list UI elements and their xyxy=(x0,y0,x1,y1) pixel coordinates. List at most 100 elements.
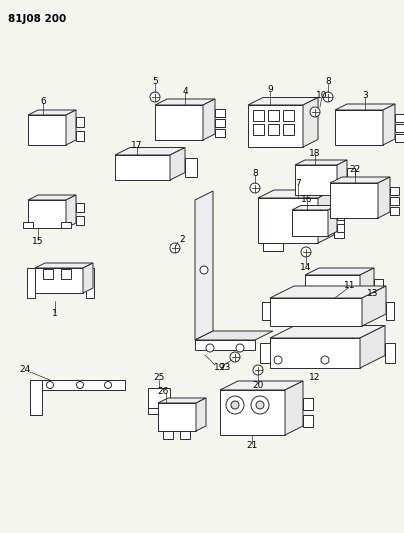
Text: 23: 23 xyxy=(219,364,231,373)
Bar xyxy=(180,431,190,439)
Text: 15: 15 xyxy=(32,238,44,246)
Bar xyxy=(30,380,125,390)
Bar xyxy=(23,222,33,228)
Bar xyxy=(283,124,294,135)
Polygon shape xyxy=(248,98,318,105)
Text: 19: 19 xyxy=(214,362,226,372)
Polygon shape xyxy=(337,160,347,195)
Bar xyxy=(220,390,285,435)
Polygon shape xyxy=(35,263,93,268)
Bar xyxy=(260,343,270,363)
Bar xyxy=(28,200,66,228)
Bar xyxy=(295,165,337,195)
Text: 81J08 200: 81J08 200 xyxy=(8,14,66,24)
Polygon shape xyxy=(318,190,334,243)
Bar xyxy=(347,181,355,190)
Bar xyxy=(76,216,84,225)
Circle shape xyxy=(250,183,260,193)
Bar xyxy=(61,269,71,279)
Polygon shape xyxy=(270,326,385,338)
Circle shape xyxy=(230,352,240,362)
Polygon shape xyxy=(66,195,76,228)
Bar xyxy=(395,124,404,132)
Polygon shape xyxy=(155,99,215,105)
Bar xyxy=(115,155,170,180)
Bar xyxy=(76,117,84,127)
Bar xyxy=(390,207,399,215)
Text: 3: 3 xyxy=(362,92,368,101)
Bar xyxy=(76,131,84,141)
Circle shape xyxy=(226,396,244,414)
Text: 6: 6 xyxy=(40,96,46,106)
Bar xyxy=(195,340,255,350)
Polygon shape xyxy=(360,268,374,310)
Text: 1: 1 xyxy=(52,310,58,319)
Circle shape xyxy=(310,107,320,117)
Bar xyxy=(374,279,383,287)
Circle shape xyxy=(231,401,239,409)
Text: 21: 21 xyxy=(246,441,258,450)
Bar xyxy=(303,398,313,410)
Bar xyxy=(35,268,83,293)
Text: 8: 8 xyxy=(252,168,258,177)
Text: 7: 7 xyxy=(295,180,301,189)
Text: 22: 22 xyxy=(349,165,361,174)
Polygon shape xyxy=(115,148,185,155)
Text: 17: 17 xyxy=(131,141,143,149)
Polygon shape xyxy=(305,268,374,275)
Bar xyxy=(148,408,170,414)
Text: 11: 11 xyxy=(344,281,356,290)
Circle shape xyxy=(76,382,84,389)
Polygon shape xyxy=(378,177,390,218)
Polygon shape xyxy=(170,148,185,180)
Polygon shape xyxy=(330,177,390,183)
Text: 5: 5 xyxy=(152,77,158,86)
Bar xyxy=(337,212,344,220)
Bar xyxy=(374,289,383,297)
Text: 12: 12 xyxy=(309,374,321,383)
Polygon shape xyxy=(28,110,76,115)
Text: 9: 9 xyxy=(267,85,273,94)
Bar xyxy=(253,110,264,121)
Text: 25: 25 xyxy=(153,374,165,383)
Bar xyxy=(155,105,203,140)
Bar xyxy=(270,338,360,368)
Polygon shape xyxy=(203,99,215,140)
Circle shape xyxy=(236,344,244,352)
Polygon shape xyxy=(383,104,395,145)
Bar xyxy=(215,109,225,117)
Circle shape xyxy=(46,382,53,389)
Bar xyxy=(148,388,170,408)
Circle shape xyxy=(200,266,208,274)
Circle shape xyxy=(251,396,269,414)
Bar xyxy=(268,110,279,121)
Polygon shape xyxy=(328,206,337,236)
Bar xyxy=(305,275,360,310)
Bar xyxy=(43,269,53,279)
Bar xyxy=(158,403,196,431)
Bar xyxy=(270,298,362,326)
Polygon shape xyxy=(362,286,386,326)
Bar xyxy=(86,268,94,298)
Polygon shape xyxy=(270,286,386,298)
Bar xyxy=(386,302,394,320)
Bar xyxy=(337,224,344,232)
Polygon shape xyxy=(335,104,395,110)
Bar xyxy=(292,210,328,236)
Polygon shape xyxy=(196,398,206,431)
Bar xyxy=(27,268,35,298)
Text: 14: 14 xyxy=(300,262,312,271)
Bar xyxy=(395,134,404,142)
Bar xyxy=(258,198,318,243)
Bar xyxy=(30,380,42,415)
Text: 16: 16 xyxy=(301,195,313,204)
Bar xyxy=(215,129,225,137)
Polygon shape xyxy=(195,191,213,340)
Polygon shape xyxy=(258,190,334,198)
Bar xyxy=(390,187,399,195)
Polygon shape xyxy=(295,160,347,165)
Bar xyxy=(335,110,383,145)
Bar xyxy=(268,124,279,135)
Polygon shape xyxy=(158,398,206,403)
Circle shape xyxy=(323,92,333,102)
